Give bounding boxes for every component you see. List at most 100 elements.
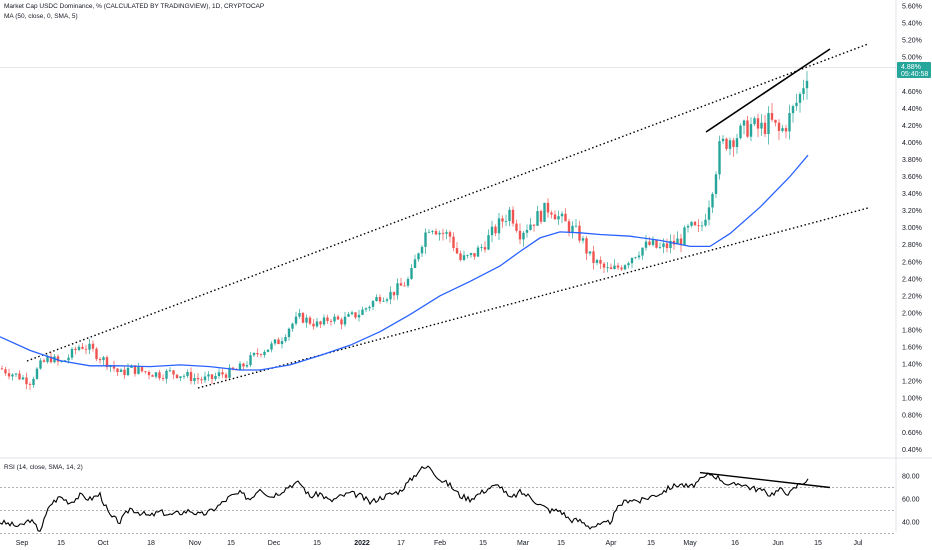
price-axis: 0.40% 0.60% 0.80% 1.00% 1.20% 1.40% 1.60% 1.80%… [902,4,922,454]
candle-body [469,253,473,256]
candle-body [49,356,53,363]
candle-body [690,221,693,226]
ma-indicator-label[interactable]: MA (50, close, 0, SMA, 5) [4,13,78,20]
candle-body [413,259,417,269]
candle-body [655,240,658,248]
resistance-line [705,48,831,133]
time-tick-label: 15 [814,540,822,547]
candle-body [91,343,95,349]
candle-body [763,122,767,134]
candle-body [770,113,774,120]
price-tick-label: 0.40% [902,447,922,454]
time-tick-label: Jun [772,540,783,547]
candle-body [704,219,707,226]
candle-body [193,378,196,381]
candle-body [207,374,210,377]
rsi-indicator-label[interactable]: RSI (14, close, SMA, 14, 2) [4,464,83,471]
candle-body [406,278,410,286]
candle-body [0,368,4,370]
rsi-divergence-line [699,471,831,489]
price-tag-time: 05:40:58 [901,71,928,78]
candle-body [592,251,595,263]
candle-body [256,352,259,355]
candle-body [448,232,452,237]
candle-body [651,240,655,245]
time-axis: Sep 15 Oct 18 Nov 15 Dec 15 2022 17 Feb 15 Mar 15 Apr 1… [16,540,863,547]
candle-body [11,374,14,377]
candle-body [60,361,63,363]
price-tick-label: 3.60% [902,174,922,181]
candle-body [277,339,280,345]
candle-body [364,308,368,310]
candle-body [508,209,511,222]
candle-body [732,140,735,147]
candle-body [518,230,522,240]
time-tick-label: 15 [557,540,565,547]
candle-body [648,241,651,245]
price-tick-label: 3.00% [902,225,922,232]
candle-body [777,122,781,131]
candle-body [228,367,231,378]
candle-body [718,141,721,175]
candle-body [385,299,389,301]
candlestick-series [0,71,809,390]
candle-body [553,214,557,220]
candle-body [123,369,126,376]
time-tick-label: Sep [16,540,29,547]
candle-body [119,369,123,373]
time-tick-label: 15 [313,540,321,547]
price-tag[interactable]: 4.88% 05:40:58 [897,62,931,78]
candle-body [21,377,25,380]
candle-body [630,257,634,264]
candle-body [32,378,35,385]
time-tick-label: 15 [647,540,655,547]
time-tick-label: Mar [517,540,530,547]
candle-body [735,138,739,147]
candle-body [525,229,529,233]
candle-body [361,309,364,315]
candle-body [501,218,504,222]
candle-body [725,138,728,149]
price-tick-label: 0.60% [902,430,922,437]
time-tick-label: Jul [854,540,863,547]
candle-body [616,265,620,268]
candle-body [315,321,319,327]
candle-body [581,238,585,241]
candle-body [784,128,788,132]
price-tick-label: 2.40% [902,276,922,283]
candle-body [312,323,315,327]
candle-body [539,211,543,222]
candle-body [532,224,536,226]
price-tick-label: 1.80% [902,327,922,334]
price-tag-bg [897,62,931,78]
candle-body [25,377,28,385]
chart-title: Market Cap USDC Dominance, % (CALCULATED… [4,3,265,10]
time-tick-label: May [683,540,697,547]
rsi-layer: 40.00 60.00 80.00 [0,465,920,534]
candle-body [88,343,91,350]
candle-body [760,122,763,129]
candle-body [434,231,438,235]
candle-body [798,93,802,103]
candle-body [203,376,207,381]
candle-body [249,355,252,366]
candle-body [144,371,147,373]
lower-channel-line [197,207,869,389]
candle-body [431,231,434,232]
candle-body [788,113,791,132]
candle-body [284,337,287,342]
candle-body [161,378,165,379]
time-tick-label: 17 [397,540,405,547]
time-tick-label: Apr [606,540,618,547]
candle-body [84,348,88,350]
candle-body [95,348,98,360]
price-tick-label: 2.60% [902,259,922,266]
candle-body [81,346,84,349]
candle-body [343,316,347,325]
candle-body [494,226,497,234]
candle-body [18,373,21,380]
candle-body [74,348,77,350]
candle-body [707,207,711,220]
candle-body [802,88,805,94]
